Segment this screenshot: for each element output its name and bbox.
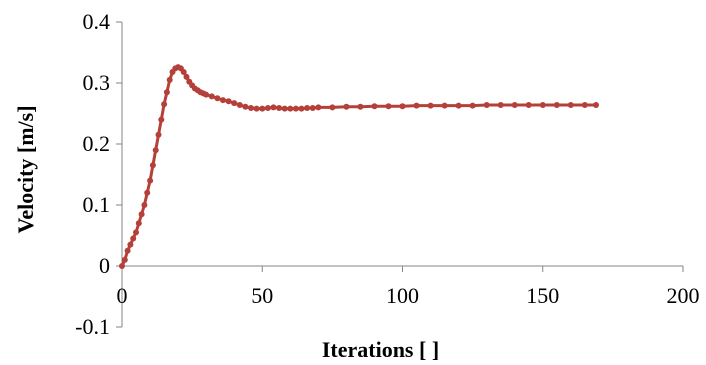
data-point <box>385 103 392 110</box>
x-tick-label: 0 <box>117 283 128 308</box>
data-point <box>119 263 125 269</box>
axes <box>121 22 683 327</box>
data-point <box>124 247 131 254</box>
data-point <box>253 105 260 112</box>
data-point <box>581 102 588 108</box>
data-point <box>149 162 156 169</box>
x-tick-label: 150 <box>526 283 559 308</box>
data-point <box>236 102 243 108</box>
x-tick-label: 50 <box>251 283 273 308</box>
data-point <box>180 69 187 75</box>
data-point <box>553 102 560 108</box>
data-point <box>158 116 165 123</box>
data-point <box>399 103 406 110</box>
data-point <box>121 256 128 263</box>
data-point <box>147 177 154 184</box>
data-point <box>413 102 420 109</box>
data-point <box>427 102 434 109</box>
series-velocity <box>119 64 599 269</box>
y-tick-label: 0.2 <box>83 131 111 156</box>
data-point <box>163 89 170 96</box>
y-tick-label: -0.1 <box>75 314 110 339</box>
data-point <box>357 103 364 110</box>
x-tick-marks <box>121 266 684 272</box>
data-point <box>214 95 221 102</box>
x-axis-title: Iterations [ ] <box>322 337 439 362</box>
data-point <box>208 93 215 100</box>
y-tick-label: 0.1 <box>83 192 111 217</box>
data-point <box>203 91 210 98</box>
data-point <box>133 229 139 236</box>
data-point <box>141 202 148 208</box>
data-point <box>371 103 378 110</box>
x-tick-label: 200 <box>667 283 700 308</box>
data-point <box>166 76 173 83</box>
data-point <box>155 131 162 138</box>
data-point <box>309 105 316 111</box>
data-point <box>593 102 599 108</box>
data-point <box>539 102 546 108</box>
data-point <box>315 104 322 111</box>
y-tick-label: 0.4 <box>83 9 111 34</box>
y-tick-marks <box>116 21 122 328</box>
data-point <box>483 102 490 108</box>
data-point <box>183 73 190 80</box>
data-point <box>276 105 283 111</box>
x-tick-labels: 0 50 100 150 200 <box>117 283 700 308</box>
y-axis-title: Velocity [m/s] <box>13 105 38 233</box>
data-point <box>264 105 271 111</box>
data-point <box>441 102 448 109</box>
data-point <box>567 102 574 108</box>
data-point <box>130 235 137 242</box>
data-point <box>281 105 288 112</box>
data-point <box>343 103 350 110</box>
data-point <box>127 241 134 248</box>
data-point <box>287 105 294 112</box>
data-point <box>455 102 462 109</box>
data-point <box>144 189 151 196</box>
data-point <box>220 97 226 104</box>
data-point <box>248 105 254 111</box>
y-tick-label: 0.3 <box>83 70 111 95</box>
data-point <box>242 103 249 110</box>
series-line <box>120 65 596 267</box>
data-point <box>469 102 476 109</box>
data-point <box>270 104 277 111</box>
data-point <box>497 102 504 108</box>
data-point <box>292 105 299 112</box>
data-point <box>161 101 168 108</box>
data-point <box>298 105 305 112</box>
x-tick-label: 100 <box>386 283 419 308</box>
data-points <box>119 64 599 269</box>
y-tick-labels: -0.1 0 0.1 0.2 0.3 0.4 <box>75 9 110 339</box>
data-point <box>511 102 518 108</box>
data-point <box>304 105 311 111</box>
data-point <box>329 104 336 111</box>
data-point <box>525 102 532 108</box>
data-point <box>138 211 145 218</box>
data-point <box>135 220 142 227</box>
y-tick-label: 0 <box>99 253 110 278</box>
data-point <box>231 100 238 107</box>
data-point <box>152 147 159 154</box>
data-point <box>259 105 266 112</box>
data-point <box>225 98 232 105</box>
